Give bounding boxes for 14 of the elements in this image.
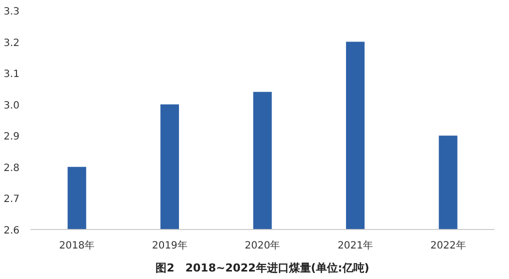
y-tick-label: 3.0 (4, 100, 20, 112)
y-tick-label: 2.9 (4, 132, 20, 143)
y-tick-label: 3.2 (4, 38, 20, 49)
y-tick-label: 3.1 (4, 69, 20, 80)
y-tick-label: 2.7 (4, 194, 20, 206)
x-tick-label: 2021年 (338, 240, 374, 252)
x-tick-label: 2019年 (152, 240, 188, 252)
y-tick-label: 3.3 (4, 6, 20, 18)
text: 图2 2018~2022年进口煤量(单位:亿吨) (156, 262, 370, 274)
x-tick-label: 2018年 (59, 240, 95, 252)
y-tick-label: 2.6 (4, 226, 20, 236)
x-tick-label: 2020年 (244, 240, 280, 252)
x-tick-label: 2022年 (430, 240, 466, 252)
y-tick-label: 2.8 (4, 162, 20, 174)
